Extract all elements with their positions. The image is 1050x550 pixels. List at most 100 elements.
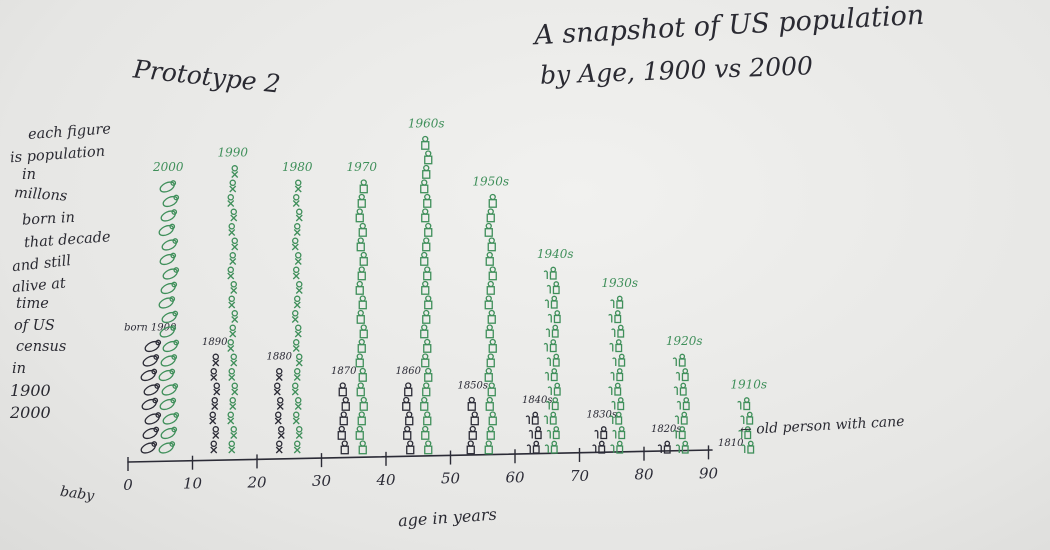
person-figure-icon xyxy=(673,382,687,396)
person-figure-icon xyxy=(544,368,558,382)
person-figure-icon xyxy=(230,426,238,439)
person-figure-icon xyxy=(143,383,161,396)
person-figure-icon xyxy=(424,295,433,310)
person-figure-icon xyxy=(547,310,561,324)
person-figure-icon xyxy=(229,252,237,265)
person-figure-icon xyxy=(485,396,494,411)
cohort-label: 1970 xyxy=(346,160,377,174)
person-figure-icon xyxy=(420,324,429,339)
person-figure-icon xyxy=(421,280,430,295)
person-figure-icon xyxy=(359,396,368,411)
person-figure-icon xyxy=(610,368,624,382)
x-tick-label: 40 xyxy=(375,471,396,489)
person-figure-icon xyxy=(612,353,626,367)
person-figure-icon xyxy=(545,324,559,338)
person-figure-icon xyxy=(740,411,754,425)
person-figure-icon xyxy=(611,397,625,411)
person-figure-icon xyxy=(674,411,688,425)
cohort-label: 1990 xyxy=(217,146,248,160)
person-figure-icon xyxy=(295,281,303,294)
person-figure-icon xyxy=(421,353,430,368)
person-figure-icon xyxy=(294,324,302,338)
person-figure-icon xyxy=(229,179,237,193)
person-figure-icon xyxy=(546,353,560,367)
person-figure-icon xyxy=(484,367,493,382)
person-figure-icon xyxy=(292,411,300,425)
person-figure-icon xyxy=(486,280,495,295)
cohort-label: 1960s xyxy=(408,117,445,131)
person-figure-icon xyxy=(275,440,283,454)
cohort-label: 1910s xyxy=(730,378,767,392)
person-figure-icon xyxy=(486,353,495,368)
person-figure-icon xyxy=(487,382,496,397)
person-figure-icon xyxy=(358,222,367,237)
person-figure-icon xyxy=(485,324,494,339)
person-figure-icon xyxy=(358,440,367,455)
person-figure-icon xyxy=(608,310,622,324)
person-figure-icon xyxy=(405,411,414,426)
cohort-label: 1810 xyxy=(718,438,744,449)
person-figure-icon xyxy=(295,208,303,222)
person-figure-icon xyxy=(406,440,415,455)
person-figure-icon xyxy=(423,411,432,426)
description-line: of US xyxy=(14,317,55,334)
person-figure-icon xyxy=(488,266,497,281)
person-figure-icon xyxy=(293,295,301,309)
person-figure-icon xyxy=(162,412,180,425)
person-figure-icon xyxy=(594,426,608,440)
x-tick-label: 10 xyxy=(183,475,203,493)
person-figure-icon xyxy=(357,193,366,208)
person-figure-icon xyxy=(228,440,236,454)
person-figure-icon xyxy=(355,208,364,223)
person-figure-icon xyxy=(424,440,433,455)
person-figure-icon xyxy=(423,193,432,208)
person-figure-icon xyxy=(358,367,367,382)
person-figure-icon xyxy=(424,222,433,237)
person-figure-icon xyxy=(467,396,476,411)
person-figure-icon xyxy=(158,368,176,382)
person-figure-icon xyxy=(468,425,477,440)
person-figure-icon xyxy=(356,309,365,324)
person-figure-icon xyxy=(420,396,429,411)
cohort-label: 1850s xyxy=(457,381,488,392)
person-figure-icon xyxy=(424,367,433,382)
person-figure-icon xyxy=(144,412,162,425)
person-figure-icon xyxy=(209,411,217,425)
person-figure-icon xyxy=(338,382,347,397)
person-figure-icon xyxy=(295,426,303,439)
x-axis-line xyxy=(127,449,713,463)
person-figure-icon xyxy=(355,280,364,295)
person-figure-icon xyxy=(230,208,238,222)
person-figure-icon xyxy=(141,397,159,411)
person-figure-icon xyxy=(277,426,285,439)
person-figure-icon xyxy=(359,179,368,194)
person-figure-icon xyxy=(422,309,431,324)
person-figure-icon xyxy=(543,411,557,425)
person-figure-icon xyxy=(672,426,686,440)
cohort-label: 1820s xyxy=(651,424,682,435)
x-tick-label: 50 xyxy=(441,470,461,488)
person-figure-icon xyxy=(488,193,497,208)
person-figure-icon xyxy=(227,266,235,280)
person-figure-icon xyxy=(424,150,433,165)
cohort-label: 1950s xyxy=(472,175,509,189)
person-figure-icon xyxy=(274,411,282,425)
person-figure-icon xyxy=(231,237,239,251)
person-figure-icon xyxy=(359,251,368,266)
person-figure-icon xyxy=(356,382,365,397)
person-figure-icon xyxy=(140,441,158,454)
x-tick-label: 80 xyxy=(634,466,654,484)
figure-description: each figure is population in millons bor… xyxy=(4,121,139,423)
person-figure-icon xyxy=(420,251,429,266)
person-figure-icon xyxy=(423,266,432,281)
person-figure-icon xyxy=(212,426,220,439)
person-figure-icon xyxy=(358,295,367,310)
person-figure-icon xyxy=(610,440,624,454)
person-figure-icon xyxy=(159,252,177,266)
person-figure-icon xyxy=(227,339,235,352)
person-figure-icon xyxy=(291,382,299,396)
person-figure-icon xyxy=(142,354,160,367)
person-figure-icon xyxy=(291,237,299,251)
cohort-label: 1980 xyxy=(282,160,313,174)
person-figure-icon xyxy=(158,441,176,454)
